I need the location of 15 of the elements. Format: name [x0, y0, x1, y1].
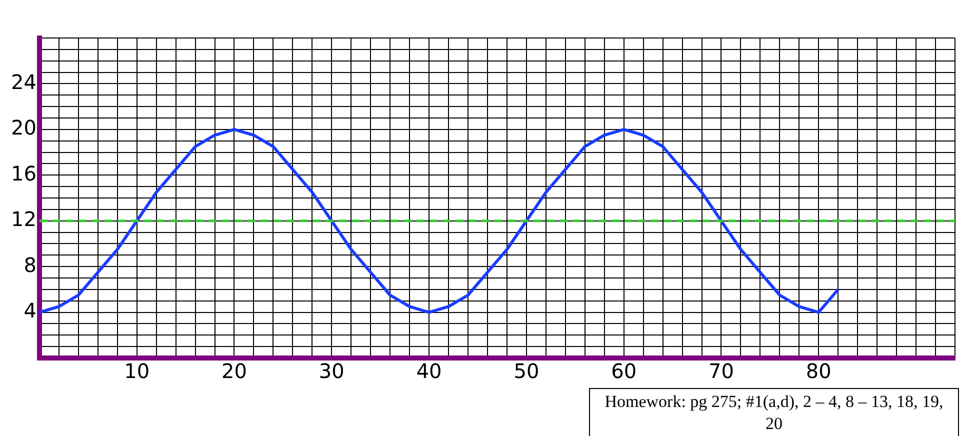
x-tick-label: 60: [611, 359, 637, 384]
x-tick-label: 50: [514, 359, 540, 384]
x-tick-label: 10: [124, 359, 150, 384]
x-tick-label: 80: [806, 359, 832, 384]
x-tick-label: 70: [708, 359, 734, 384]
y-tick-label: 8: [24, 252, 36, 277]
x-tick-label: 30: [318, 359, 344, 384]
x-tick-label: 20: [222, 359, 247, 384]
y-tick-label: 4: [24, 298, 36, 322]
y-tick-label: 24: [10, 70, 36, 94]
y-tick-label: 12: [10, 207, 36, 232]
y-tick-label: 20: [10, 116, 36, 140]
y-tick-label: 16: [10, 161, 36, 186]
x-tick-label: 40: [416, 359, 442, 384]
text: Homework: pg 275; #1(a,d), 2 – 4, 8 – 13, 18, 19, 20: [589, 388, 959, 436]
